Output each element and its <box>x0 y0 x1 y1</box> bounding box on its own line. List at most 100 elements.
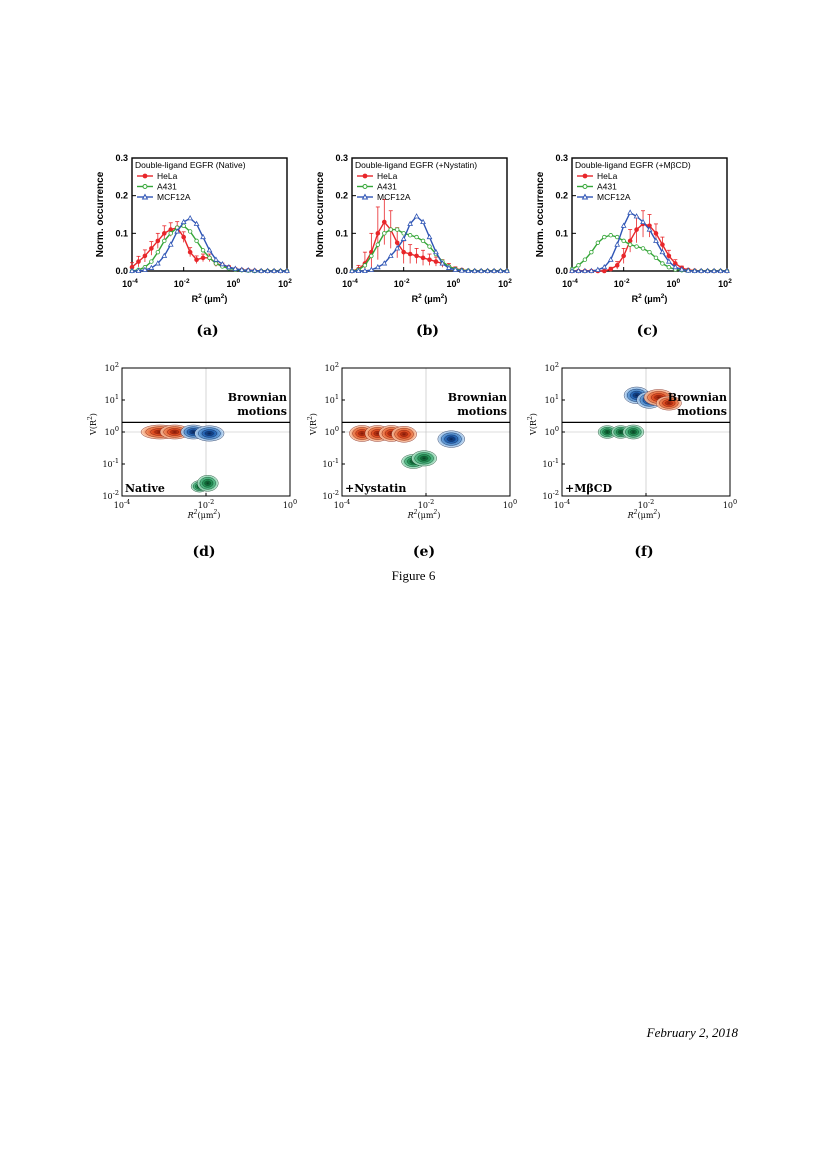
legend-marker <box>361 193 369 200</box>
contour-line <box>199 477 216 490</box>
data-point <box>382 219 387 225</box>
data-point <box>646 226 653 232</box>
data-point <box>181 234 186 240</box>
y-axis-label: Norm. occurrence <box>535 171 546 257</box>
data-point <box>452 266 459 272</box>
data-point <box>284 267 290 273</box>
data-point <box>685 267 692 273</box>
y-axis-label: V(R2) <box>527 413 538 436</box>
data-point <box>717 267 724 273</box>
x-tick-label: 102 <box>718 278 732 289</box>
contour-line <box>622 424 645 440</box>
contour-line <box>420 455 428 461</box>
contour-line <box>659 397 679 409</box>
data-point <box>497 267 504 273</box>
y-tick-label: 0.2 <box>115 191 128 201</box>
data-point <box>232 265 239 271</box>
y-tick-label: 0.0 <box>335 266 348 276</box>
y-tick-label: 102 <box>325 361 339 373</box>
panel-label: (e) <box>413 544 435 560</box>
data-point <box>601 264 608 270</box>
x-tick-label: 10-4 <box>334 498 351 510</box>
page-date: February 2, 2018 <box>646 1025 738 1040</box>
contour-line <box>447 436 456 442</box>
data-point <box>484 267 491 273</box>
contour-line <box>204 480 211 486</box>
data-point <box>471 267 478 273</box>
data-point <box>168 227 174 232</box>
data-point <box>672 264 679 270</box>
x-axis-label: R2 (μm2) <box>632 293 668 304</box>
plot-area <box>342 368 510 496</box>
density-blob-a431 <box>197 475 219 492</box>
y-tick-label: 0.2 <box>555 191 568 201</box>
panel-label: (c) <box>637 323 659 339</box>
data-point <box>162 238 167 244</box>
x-tick-label: 100 <box>723 498 737 510</box>
x-tick-label: 10-4 <box>342 278 358 289</box>
data-point <box>245 267 252 273</box>
x-tick-label: 10-4 <box>554 498 571 510</box>
density-blob-a431 <box>598 425 617 439</box>
data-point <box>219 260 226 267</box>
data-point <box>465 267 472 273</box>
motions-label: motions <box>457 405 507 418</box>
brownian-label: Brownian <box>668 391 727 404</box>
data-point <box>666 253 672 259</box>
data-point <box>387 252 394 258</box>
data-point <box>420 218 426 225</box>
y-tick-label: 102 <box>545 361 559 373</box>
density-blob-hela <box>391 426 417 443</box>
legend-marker <box>581 193 589 200</box>
data-point <box>575 267 582 273</box>
data-point <box>400 235 407 241</box>
data-point <box>174 228 181 234</box>
data-point <box>200 255 206 261</box>
data-point <box>187 215 194 221</box>
data-point <box>614 263 620 268</box>
contour-line <box>204 431 214 436</box>
chart-c: 0.0 0.1 0.2 0.3 10-4 10-2 100 102 R2 (μm2) Norm. … <box>535 153 732 339</box>
contour-line <box>440 432 462 446</box>
data-point <box>413 213 420 219</box>
data-point <box>194 238 199 244</box>
chart-b: 0.0 0.1 0.2 0.3 10-4 10-2 100 102 R2 (μm2) Norm. … <box>315 153 512 339</box>
y-axis-label: Norm. occurrence <box>315 171 326 257</box>
data-point <box>251 267 258 273</box>
chart-title: Double-ligand EGFR (Native) <box>135 160 246 170</box>
legend-marker <box>582 184 588 189</box>
data-point <box>167 241 174 247</box>
density-blob-mcf12a <box>194 425 225 442</box>
data-point <box>704 267 711 273</box>
x-tick-label: 10-2 <box>638 498 655 510</box>
contour-line <box>194 425 225 442</box>
data-point <box>362 263 368 268</box>
contour-line <box>394 428 414 441</box>
density-blob-a431 <box>622 424 644 440</box>
contour-line <box>627 428 639 436</box>
panel-label: (b) <box>416 323 439 339</box>
data-point <box>711 267 717 273</box>
data-point <box>194 257 199 262</box>
data-point <box>621 238 626 244</box>
data-point <box>136 259 141 264</box>
data-point <box>608 266 614 272</box>
contour-line <box>630 429 637 435</box>
data-point <box>634 244 639 249</box>
data-point <box>445 264 452 270</box>
data-point <box>666 265 672 270</box>
plot-area <box>122 368 290 496</box>
legend-marker <box>142 184 148 189</box>
data-point <box>401 249 406 255</box>
data-point <box>142 266 148 272</box>
data-point <box>258 267 265 273</box>
y-tick-label: 102 <box>105 361 119 373</box>
data-point <box>595 240 601 245</box>
y-axis-label: V(R2) <box>307 413 318 436</box>
x-tick-label: 10-4 <box>562 278 578 289</box>
data-point <box>362 267 368 273</box>
data-point <box>433 248 439 255</box>
data-point <box>660 261 665 266</box>
